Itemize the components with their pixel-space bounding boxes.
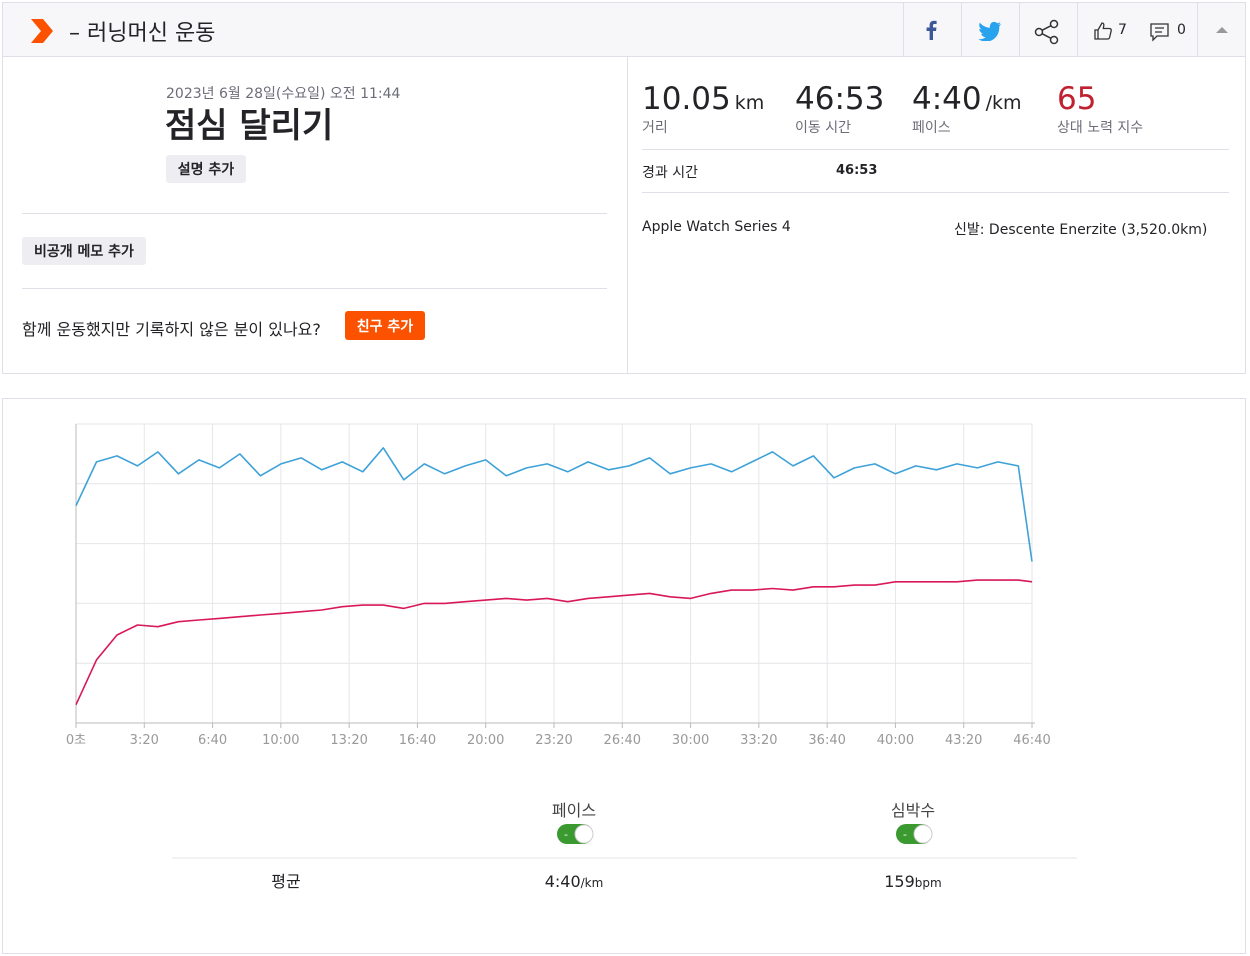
private-note-button[interactable]: 비공개 메모 추가 [22,237,146,265]
x-tick-label: 0초 [66,733,86,748]
twitter-button[interactable] [977,21,1003,41]
legend-label: 페이스 [552,801,596,820]
stat-pace: 4:40/km 페이스 [912,81,1022,137]
activity-date: 2023년 6월 28일(수요일) 오전 11:44 [166,86,401,102]
toggle-knob [913,824,933,844]
chart: 0초 3:20 6:40 10:00 13:20 16:40 20:00 23:20 26:40… [66,423,1077,891]
stat-distance: 10.05 km 거리 [642,81,764,137]
kudos-button[interactable] [1093,21,1113,41]
kudos-count: 7 [1118,22,1127,38]
x-tick-label: 36:40 [808,733,845,748]
stat-unit: /km [985,92,1022,114]
summary-label: 평균 [271,872,300,891]
comment-button[interactable] [1149,22,1171,42]
x-tick-label: 20:00 [467,733,504,748]
activity-card: 2023년 6월 28일(수요일) 오전 11:44 점심 달리기 설명 추가 … [2,56,1246,374]
legend-toggle[interactable]: - [557,824,594,844]
page-title: – 러닝머신 운동 [69,21,216,46]
series-line [75,579,1033,706]
x-tick-label: 6:40 [198,733,227,748]
logo [31,19,53,43]
summary-pace-unit: /km [581,876,604,890]
header-bar: – 러닝머신 운동 7 0 [2,2,1246,57]
stat-label: 페이스 [912,120,951,136]
friend-prompt: 함께 운동했지만 기록하지 않은 분이 있나요? [22,320,321,339]
toggle-knob [574,824,594,844]
elapsed-label: 경과 시간 [642,165,698,181]
x-tick-label: 16:40 [399,733,436,748]
stat-unit: km [734,92,765,114]
stat-value: 10.05 [642,81,731,117]
facebook-button[interactable] [921,19,941,41]
x-tick-label: 40:00 [877,733,914,748]
x-tick-label: 46:40 [1013,733,1050,748]
share-button[interactable] [1033,19,1061,45]
shoes: 신발: Descente Enerzite (3,520.0km) [954,222,1208,238]
collapse-button[interactable] [1215,25,1229,35]
stat-label: 이동 시간 [795,120,851,136]
stat-value: 46:53 [795,81,885,117]
x-tick-label: 10:00 [262,733,299,748]
summary-pace: 4:40/km [545,872,604,891]
stat-value: 65 [1057,81,1097,117]
stat-relative-effort: 65 상대 노력 지수 [1057,81,1143,137]
x-tick-label: 13:20 [330,733,367,748]
legend-label: 심박수 [891,801,935,820]
toggle-text: - [903,828,907,841]
comment-count: 0 [1177,22,1186,38]
legend-toggle[interactable]: - [896,824,933,844]
stat-moving-time: 46:53 이동 시간 [795,81,884,137]
x-tick-label: 26:40 [604,733,641,748]
x-tick-label: 23:20 [535,733,572,748]
stat-label: 상대 노력 지수 [1057,120,1144,136]
add-friend-button[interactable]: 친구 추가 [345,311,425,340]
elapsed-value: 46:53 [836,163,878,178]
toggle-text: - [564,828,568,841]
device: Apple Watch Series 4 [642,219,791,235]
x-tick-label: 3:20 [130,733,159,748]
x-tick-label: 43:20 [945,733,982,748]
stat-value: 4:40 [912,81,982,117]
summary-heart-rate-unit: bpm [915,876,942,890]
summary-heart-rate-value: 159 [884,872,915,891]
add-description-button[interactable]: 설명 추가 [166,155,246,183]
x-tick-label: 30:00 [672,733,709,748]
summary-pace-value: 4:40 [545,872,581,891]
activity-name: 점심 달리기 [165,106,334,146]
chart-card: 0초 3:20 6:40 10:00 13:20 16:40 20:00 23:20 26:40… [2,398,1246,954]
stat-label: 거리 [642,120,668,136]
summary-heart-rate: 159bpm [884,872,941,891]
series-line [75,447,1033,562]
x-tick-label: 33:20 [740,733,777,748]
